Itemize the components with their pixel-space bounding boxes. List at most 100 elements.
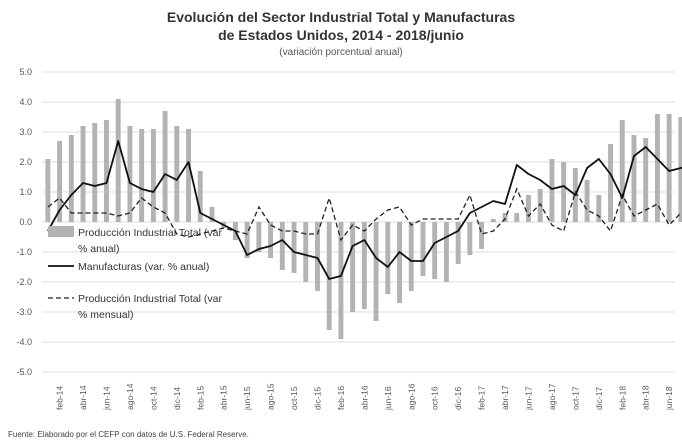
y-tick-label: -2.0	[16, 277, 32, 287]
legend-label: Manufacturas (var. % anual)	[78, 261, 209, 273]
bar	[68, 135, 74, 222]
bar	[326, 222, 332, 330]
x-tick-label: jun-17	[523, 386, 533, 411]
bar	[432, 222, 438, 279]
source-note: Fuente: Elaborado por el CEFP con datos …	[8, 430, 249, 439]
x-tick-label: oct-17	[570, 386, 580, 410]
x-tick-label: ago-14	[125, 383, 135, 410]
bar	[561, 162, 567, 222]
bar	[373, 222, 379, 321]
x-tick-label: abr-15	[219, 385, 229, 410]
y-tick-label: -5.0	[16, 367, 32, 377]
legend-label: Producción Industrial Total (var	[78, 227, 222, 239]
bar	[162, 111, 168, 222]
line-series	[47, 140, 682, 280]
bar	[654, 114, 660, 222]
manufacturas-line	[47, 140, 682, 280]
bar	[420, 222, 426, 276]
bar	[631, 135, 637, 222]
bar	[467, 222, 473, 255]
bar	[115, 99, 121, 222]
bar	[666, 114, 672, 222]
x-tick-label: feb-14	[55, 386, 65, 410]
bar	[408, 222, 414, 291]
bar	[338, 222, 344, 339]
x-tick-label: feb-18	[617, 386, 627, 410]
y-tick-label: -3.0	[16, 307, 32, 317]
bar	[279, 222, 285, 270]
x-tick-label: abr-18	[641, 385, 651, 410]
bar	[643, 138, 649, 222]
x-tick-label: abr-14	[78, 385, 88, 410]
bar	[596, 195, 602, 222]
y-tick-label: -4.0	[16, 337, 32, 347]
legend: Producción Industrial Total (var % anual)…	[48, 226, 222, 321]
bar	[244, 222, 250, 258]
dashed-line	[47, 187, 682, 242]
chart-title-line2: de Estados Unidos, 2014 - 2018/junio	[218, 27, 464, 43]
y-tick-label: 3.0	[19, 127, 32, 137]
x-tick-label: oct-15	[289, 386, 299, 410]
x-tick-label: abr-16	[359, 385, 369, 410]
legend-label: Producción Industrial Total (var	[78, 293, 222, 305]
x-tick-label: feb-15	[195, 386, 205, 410]
bar-series	[45, 99, 682, 339]
legend-swatch-bar	[48, 226, 74, 237]
bar	[186, 129, 191, 222]
x-tick-label: dic-14	[172, 387, 182, 410]
bar	[584, 180, 590, 222]
bar	[197, 171, 203, 222]
x-axis: feb-14 abr-14 jun-14 ago-14 oct-14 dic-14 feb-…	[55, 383, 675, 411]
x-tick-label: oct-14	[148, 386, 158, 410]
bar	[479, 222, 485, 249]
bar	[350, 222, 356, 312]
bar	[291, 222, 297, 273]
y-tick-label: 1.0	[19, 187, 32, 197]
y-tick-label: 5.0	[19, 67, 32, 77]
bar	[678, 117, 682, 222]
bar	[619, 120, 625, 222]
bar	[174, 126, 180, 222]
x-tick-label: ago-17	[547, 383, 557, 410]
bar	[455, 222, 461, 264]
chart-subtitle: (variación porcentual anual)	[279, 47, 402, 58]
bar	[104, 120, 109, 222]
bar	[57, 141, 63, 222]
bar	[92, 123, 98, 222]
bar	[139, 129, 145, 222]
bar	[514, 213, 520, 222]
x-tick-label: jun-18	[664, 386, 674, 411]
x-tick-label: ago-15	[266, 383, 276, 410]
x-tick-label: ago-16	[406, 383, 416, 410]
bar	[537, 189, 543, 222]
x-tick-label: jun-15	[242, 386, 252, 411]
y-axis: 5.0 4.0 3.0 2.0 1.0 0.0 -1.0 -2.0 -3.0 -4.0 -5.0	[16, 67, 32, 377]
bar	[526, 195, 531, 222]
bar	[150, 129, 156, 222]
gridlines	[42, 71, 675, 373]
bar	[397, 222, 402, 303]
bar	[490, 219, 496, 222]
x-tick-label: jun-16	[383, 386, 393, 411]
x-tick-label: dic-17	[594, 387, 604, 410]
x-tick-label: jun-14	[101, 386, 111, 411]
bar	[361, 222, 367, 309]
x-tick-label: feb-16	[336, 386, 346, 410]
y-tick-label: 0.0	[19, 217, 32, 227]
x-tick-label: abr-17	[500, 385, 510, 410]
x-tick-label: feb-17	[477, 386, 487, 410]
x-tick-label: dic-15	[312, 387, 322, 410]
x-tick-label: dic-16	[453, 387, 463, 410]
bar	[608, 144, 613, 222]
bar	[209, 207, 215, 222]
bar	[502, 213, 508, 222]
bar	[385, 222, 391, 294]
x-tick-label: oct-16	[430, 386, 440, 410]
bar	[80, 126, 86, 222]
y-tick-label: 4.0	[19, 97, 32, 107]
bar	[127, 126, 133, 222]
bar	[268, 222, 274, 258]
y-tick-label: 2.0	[19, 157, 32, 167]
